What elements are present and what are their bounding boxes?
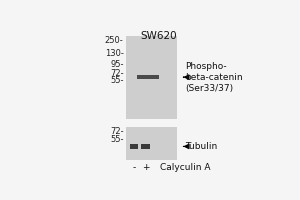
Text: SW620: SW620 (140, 31, 177, 41)
Text: -: - (132, 163, 136, 172)
Bar (141, 144, 150, 149)
Text: 72-: 72- (110, 127, 124, 136)
Text: 72-: 72- (110, 69, 124, 78)
Bar (126, 127, 177, 160)
Text: +: + (142, 163, 149, 172)
Text: Calyculin A: Calyculin A (160, 163, 210, 172)
Text: 55-: 55- (110, 135, 124, 144)
Text: Tubulin: Tubulin (185, 142, 218, 151)
Bar (130, 144, 138, 149)
Text: 250-: 250- (105, 36, 124, 45)
Bar (137, 75, 159, 79)
Text: 95-: 95- (110, 60, 124, 69)
Bar (126, 36, 177, 119)
Text: 55-: 55- (110, 76, 124, 85)
Text: 130-: 130- (105, 49, 124, 58)
Text: Phospho-
beta-catenin
(Ser33/37): Phospho- beta-catenin (Ser33/37) (185, 62, 243, 93)
